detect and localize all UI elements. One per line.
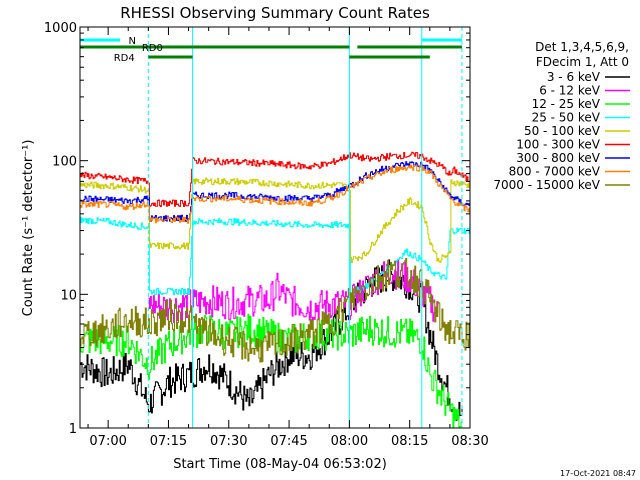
legend-entry-label: 100 - 300 keV [516,138,600,152]
flag-label-rd0: RD0 [142,43,163,54]
legend-entry-label: 3 - 6 keV [547,70,601,84]
flag-label-rd4: RD4 [114,53,135,64]
series-line-9 [80,257,470,363]
x-tick-label: 07:15 [150,434,187,449]
flag-bars: N RD0 RD4 [80,36,462,64]
x-tick-label: 08:00 [331,434,368,449]
series-line-4 [80,216,470,297]
plot-frame [79,26,471,429]
series-line-8 [80,164,470,224]
x-tick-label: 07:45 [270,434,307,449]
series-line-5 [80,177,470,264]
legend-header-1: Det 1,3,4,5,6,9, [535,40,629,54]
plot-area [80,27,470,428]
legend: Det 1,3,4,5,6,9,FDecim 1, Att 03 - 6 keV… [493,40,630,192]
chart-title: RHESSI Observing Summary Count Rates [120,4,430,22]
x-tick-label: 08:30 [451,434,488,449]
axes: 1 10 100 1000 07:00 07:15 07:30 07:45 08:00 08:15… [44,21,489,449]
flag-label-n: N [129,36,136,47]
x-tick-label: 08:15 [391,434,428,449]
y-tick-label: 1 [69,422,77,437]
legend-entry-label: 25 - 50 keV [532,111,601,125]
y-tick-label: 100 [52,155,77,170]
legend-entry-label: 12 - 25 keV [532,97,601,111]
legend-entry-label: 50 - 100 keV [524,124,601,138]
y-tick-label: 1000 [44,21,77,36]
legend-entry-label: 7000 - 15000 keV [493,178,600,192]
x-tick-label: 07:00 [89,434,126,449]
legend-entry-label: 300 - 800 keV [516,151,600,165]
x-tick-label: 07:30 [210,434,247,449]
footer-date: 17-Oct-2021 08:47 [560,469,636,478]
legend-entry-label: 800 - 7000 keV [509,165,601,179]
x-axis-label: Start Time (08-May-04 06:53:02) [173,457,387,472]
series-line-3 [80,313,463,428]
y-tick-label: 10 [60,288,77,303]
legend-entry-label: 6 - 12 keV [539,84,601,98]
series-line-6 [80,151,470,207]
y-axis-label: Count Rate (s⁻¹ detector⁻¹) [21,140,36,317]
series-line-2 [148,259,439,323]
series-line-7 [80,161,470,222]
legend-header-2: FDecim 1, Att 0 [536,55,629,69]
